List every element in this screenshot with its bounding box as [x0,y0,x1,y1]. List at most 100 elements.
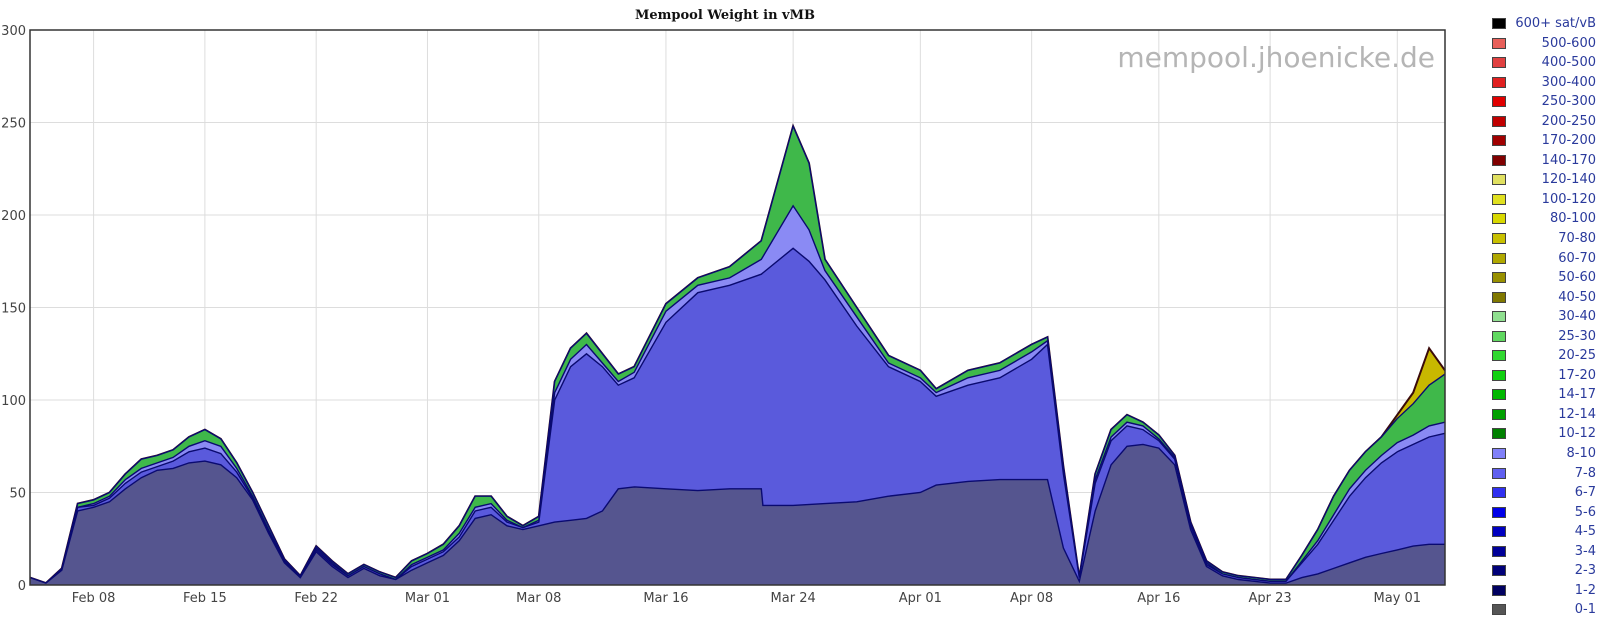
legend-item[interactable]: 3-4 [1492,542,1598,562]
legend-item[interactable]: 100-120 [1492,190,1598,210]
legend-item[interactable]: 600+ sat/vB [1492,14,1598,34]
x-tick-label: Mar 01 [405,591,450,606]
legend-swatch [1492,154,1506,166]
legend-swatch [1492,526,1506,538]
legend-label: 1-2 [1574,582,1596,598]
legend-swatch [1492,233,1506,245]
legend-item[interactable]: 40-50 [1492,288,1598,308]
y-tick-label: 300 [1,24,26,39]
legend-swatch [1492,565,1506,577]
legend-swatch [1492,272,1506,284]
legend-label: 140-170 [1541,152,1596,168]
legend-item[interactable]: 5-6 [1492,503,1598,523]
legend-label: 8-10 [1566,446,1596,462]
legend-swatch [1492,291,1506,303]
legend-swatch [1492,76,1506,88]
legend-item[interactable]: 7-8 [1492,464,1598,484]
legend-swatch [1492,350,1506,362]
legend-label: 170-200 [1541,133,1596,149]
legend-item[interactable]: 50-60 [1492,268,1598,288]
x-tick-label: Apr 01 [899,591,942,606]
legend-item[interactable]: 8-10 [1492,444,1598,464]
legend-swatch [1492,252,1506,264]
legend-item[interactable]: 25-30 [1492,327,1598,347]
legend-item[interactable]: 300-400 [1492,73,1598,93]
legend-label: 6-7 [1574,485,1596,501]
legend-swatch [1492,37,1506,49]
legend-item[interactable]: 400-500 [1492,53,1598,73]
legend-label: 7-8 [1574,465,1596,481]
legend-swatch [1492,57,1506,69]
legend-item[interactable]: 10-12 [1492,424,1598,444]
legend-label: 80-100 [1549,211,1596,227]
x-tick-label: Apr 23 [1249,591,1292,606]
legend-swatch [1492,213,1506,225]
legend-label: 500-600 [1541,35,1596,51]
legend-swatch [1492,96,1506,108]
legend-label: 5-6 [1574,504,1596,520]
legend-swatch [1492,330,1506,342]
legend-item[interactable]: 200-250 [1492,112,1598,132]
legend-item[interactable]: 500-600 [1492,34,1598,54]
legend-swatch [1492,311,1506,323]
y-tick-label: 100 [1,394,26,409]
plot-frame [29,29,1446,586]
legend-label: 25-30 [1558,328,1596,344]
x-tick-label: Feb 08 [72,591,116,606]
legend-swatch [1492,467,1506,479]
legend-label: 17-20 [1558,367,1596,383]
legend-swatch [1492,604,1506,616]
legend-swatch [1492,408,1506,420]
legend-item[interactable]: 1-2 [1492,581,1598,601]
legend-item[interactable]: 70-80 [1492,229,1598,249]
x-tick-label: Mar 24 [771,591,816,606]
legend-swatch [1492,369,1506,381]
legend-item[interactable]: 4-5 [1492,522,1598,542]
legend-swatch [1492,506,1506,518]
legend-item[interactable]: 17-20 [1492,366,1598,386]
legend-item[interactable]: 250-300 [1492,92,1598,112]
legend-item[interactable]: 14-17 [1492,385,1598,405]
chart-title: Mempool Weight in vMB [635,8,815,23]
legend-item[interactable]: 6-7 [1492,483,1598,503]
legend-item[interactable]: 170-200 [1492,131,1598,151]
legend-label: 20-25 [1558,348,1596,364]
legend-label: 300-400 [1541,74,1596,90]
legend-label: 600+ sat/vB [1515,16,1596,31]
series-area-1-8 [30,248,1445,586]
legend-label: 200-250 [1541,113,1596,129]
y-tick-label: 0 [18,579,26,594]
y-tick-label: 150 [1,302,26,317]
legend-item[interactable]: 2-3 [1492,561,1598,581]
x-tick-label: Feb 15 [183,591,227,606]
series-line-10-30 [29,124,1446,584]
legend-item[interactable]: 140-170 [1492,151,1598,171]
legend-label: 2-3 [1574,563,1596,579]
legend-swatch [1492,174,1506,186]
legend-swatch [1492,428,1506,440]
series-line-0-1 [29,443,1445,584]
legend-item[interactable]: 80-100 [1492,209,1598,229]
x-tick-label: Apr 16 [1137,591,1180,606]
legend-label: 10-12 [1558,426,1596,442]
axis-layer: 0 50 100 150 200 250 300 Feb 08 Feb 15 Feb 22 Mar … [1,24,1421,606]
legend-label: 250-300 [1541,94,1596,110]
x-tick-label: Mar 08 [516,591,561,606]
legend-swatch [1492,584,1506,596]
legend-label: 14-17 [1558,387,1596,403]
legend-label: 60-70 [1558,250,1596,266]
legend-item[interactable]: 120-140 [1492,170,1598,190]
x-tick-label: Apr 08 [1010,591,1053,606]
legend-item[interactable]: 0-1 [1492,600,1598,620]
legend-item[interactable]: 30-40 [1492,307,1598,327]
legend-label: 4-5 [1574,524,1596,540]
legend-item[interactable]: 12-14 [1492,405,1598,425]
legend-label: 400-500 [1541,55,1596,71]
legend-label: 40-50 [1558,289,1596,305]
legend-item[interactable]: 20-25 [1492,346,1598,366]
legend-label: 3-4 [1574,543,1596,559]
x-tick-label: May 01 [1374,591,1422,606]
legend-item[interactable]: 60-70 [1492,249,1598,269]
watermark: mempool.jhoenicke.de [1117,41,1435,74]
